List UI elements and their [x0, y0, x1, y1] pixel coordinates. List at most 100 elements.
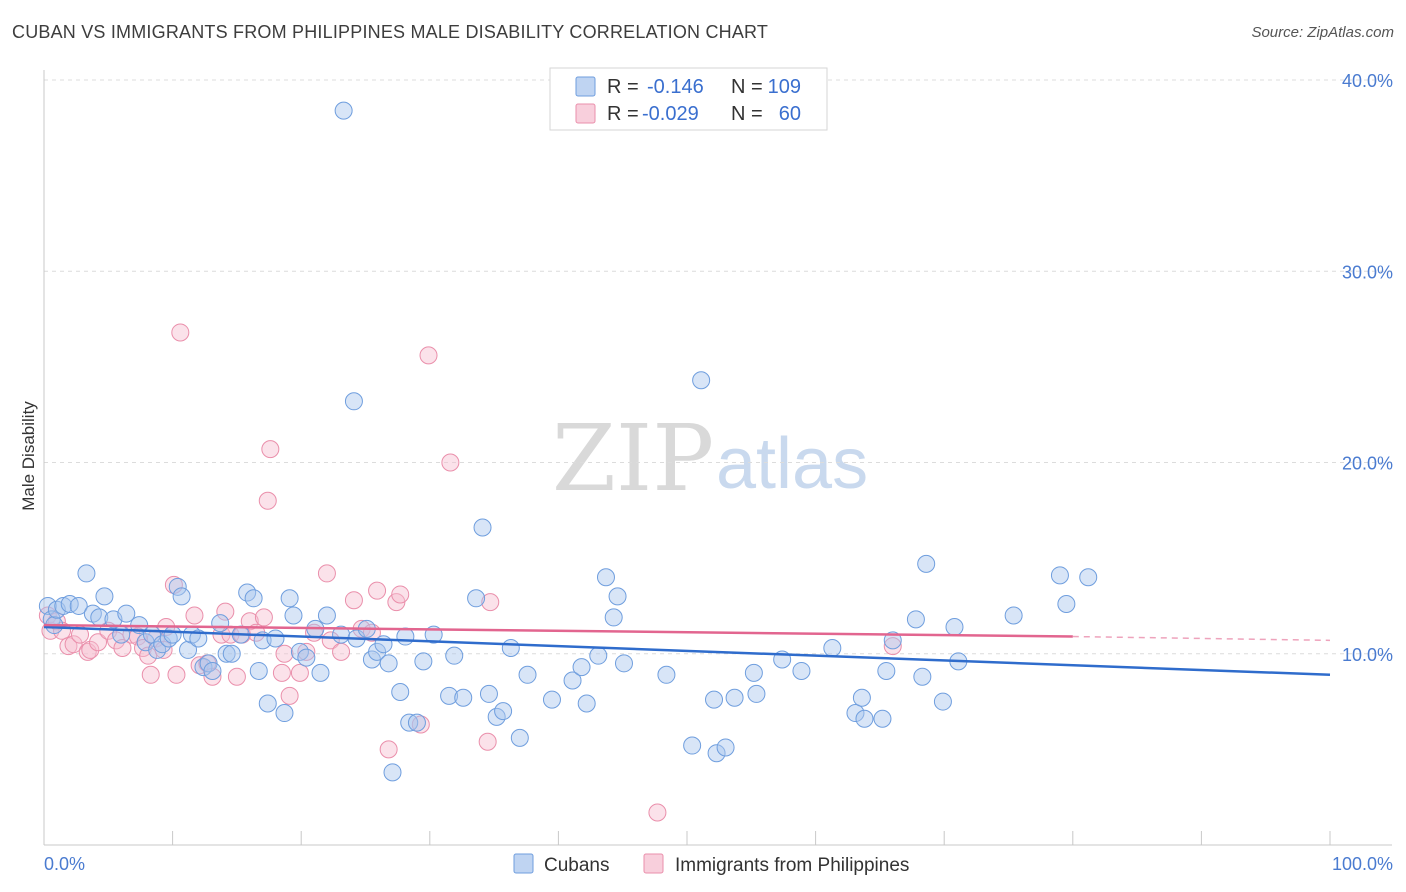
cubans-point: [396, 627, 415, 646]
philippines-point: [203, 667, 222, 686]
cubans-point: [334, 101, 353, 120]
legend-swatch-philippines: [575, 103, 596, 124]
y-tick-label-20: 20.0%: [1342, 454, 1393, 474]
chart-title: CUBAN VS IMMIGRANTS FROM PHILIPPINES MAL…: [12, 22, 769, 42]
cubans-point: [280, 589, 299, 608]
cubans-point: [54, 596, 73, 615]
cubans-trendline: [43, 625, 1331, 677]
philippines-point: [254, 608, 273, 627]
legend-n-label-cubans: N =: [731, 76, 763, 98]
philippines-point: [419, 346, 438, 365]
cubans-point: [707, 744, 726, 763]
cubans-point: [683, 736, 702, 755]
cubans-point: [823, 639, 842, 658]
cubans-point: [913, 667, 932, 686]
cubans-point: [705, 690, 724, 709]
cubans-point: [933, 692, 952, 711]
cubans-point: [479, 684, 498, 703]
cubans-point: [383, 763, 402, 782]
cubans-point: [510, 728, 529, 747]
philippines-point: [297, 642, 316, 661]
philippines-point: [280, 686, 299, 705]
cubans-point: [467, 589, 486, 608]
philippines-point: [113, 639, 132, 658]
philippines-point: [441, 453, 460, 472]
cubans-point: [379, 654, 398, 673]
y-tick-label-30: 30.0%: [1342, 262, 1393, 282]
x-tick-label-max: 100.0%: [1332, 854, 1393, 874]
cubans-point: [608, 587, 627, 606]
bottom-legend-swatch-cubans: [513, 853, 534, 874]
philippines-trendline: [43, 623, 1073, 638]
cubans-point: [244, 589, 263, 608]
philippines-point: [261, 440, 280, 459]
cubans-point: [744, 663, 763, 682]
philippines-point: [81, 640, 100, 659]
cubans-point: [258, 694, 277, 713]
philippines-point: [344, 591, 363, 610]
philippines-point: [391, 585, 410, 604]
cubans-point: [873, 709, 892, 728]
cubans-point: [589, 646, 608, 665]
cubans-point: [883, 631, 902, 650]
cubans-point: [917, 554, 936, 573]
cubans-point: [266, 629, 285, 648]
philippines-point: [64, 635, 83, 654]
cubans-point: [614, 654, 633, 673]
cubans-point: [604, 608, 623, 627]
cubans-point: [38, 596, 57, 615]
cubans-point: [945, 617, 964, 636]
y-tick-label-40: 40.0%: [1342, 71, 1393, 91]
legend-n-label-philippines: N =: [731, 103, 763, 125]
cubans-point: [407, 713, 426, 732]
series-legend: Cubans Immigrants from Philippines: [513, 853, 909, 876]
cubans-point: [168, 577, 187, 596]
philippines-point: [154, 640, 173, 659]
cubans-point: [792, 661, 811, 680]
bottom-legend-swatch-philippines: [643, 853, 664, 874]
x-axis-ticks: [43, 831, 1331, 845]
philippines-point: [379, 740, 398, 759]
legend-n-value-philippines: 60: [779, 103, 801, 125]
cubans-point: [414, 652, 433, 671]
cubans-point: [189, 629, 208, 648]
philippines-point: [275, 644, 294, 663]
cubans-point: [179, 640, 198, 659]
philippines-point: [648, 803, 667, 822]
cubans-point: [77, 564, 96, 583]
cubans-point: [440, 686, 459, 705]
cubans-point: [203, 661, 222, 680]
cubans-point: [657, 665, 676, 684]
cubans-point: [95, 587, 114, 606]
cubans-point: [906, 610, 925, 629]
trendlines: [43, 623, 1331, 677]
philippines-point: [332, 642, 351, 661]
watermark-zip: ZIP: [552, 405, 714, 512]
philippines-point: [321, 631, 340, 650]
philippines-point: [141, 665, 160, 684]
cubans-point: [473, 518, 492, 537]
cubans-point: [725, 688, 744, 707]
y-tick-labels: 10.0% 20.0% 30.0% 40.0%: [1342, 71, 1393, 665]
cubans-point: [217, 644, 236, 663]
philippines-point: [240, 612, 259, 631]
cubans-point: [400, 713, 419, 732]
cubans-point: [1079, 568, 1098, 587]
cubans-point: [577, 694, 596, 713]
cubans-point: [317, 606, 336, 625]
cubans-point: [249, 661, 268, 680]
philippines-point: [227, 667, 246, 686]
legend-swatch-cubans: [575, 76, 596, 97]
cubans-point: [518, 665, 537, 684]
cubans-point: [284, 606, 303, 625]
series-philippines-points: [38, 323, 902, 822]
philippines-point: [478, 732, 497, 751]
cubans-point: [222, 644, 241, 663]
cubans-point: [311, 663, 330, 682]
cubans-point: [852, 688, 871, 707]
cubans-point: [596, 568, 615, 587]
philippines-point: [290, 663, 309, 682]
watermark-atlas: atlas: [716, 424, 868, 504]
philippines-point: [258, 491, 277, 510]
